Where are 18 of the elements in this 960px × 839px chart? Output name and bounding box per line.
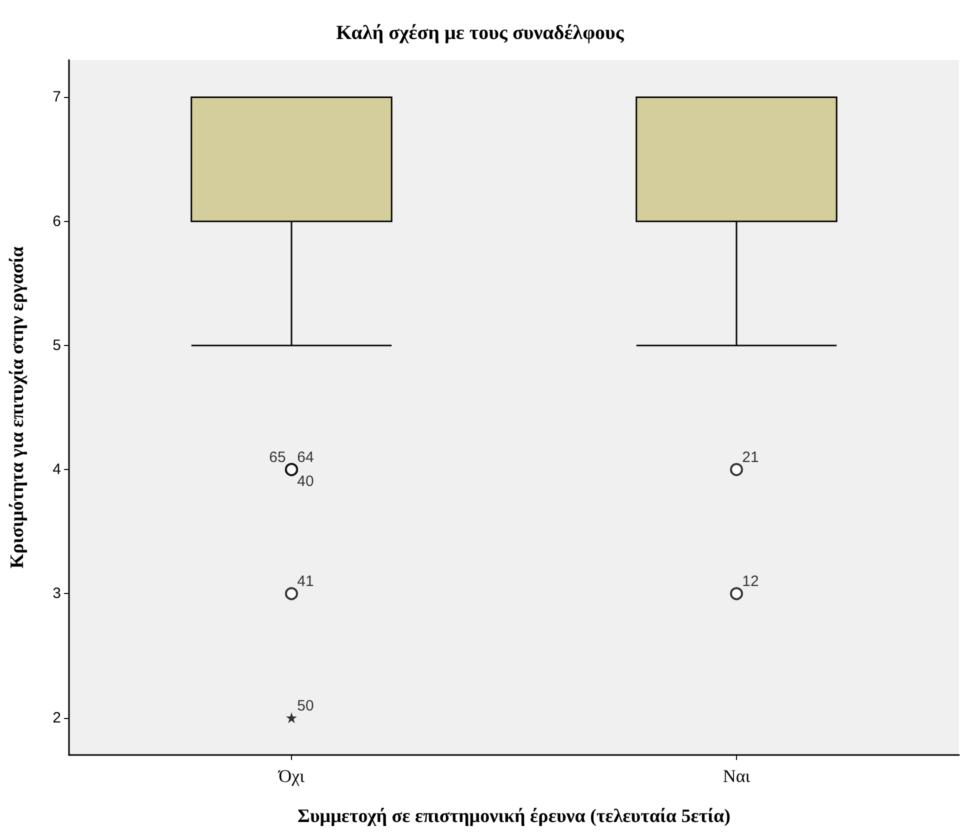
y-axis-title: Κρισιμότητα για επιτυχία στην εργασία — [7, 246, 28, 568]
y-tick-label: 6 — [52, 212, 61, 230]
annotation: 64 — [297, 449, 314, 466]
y-tick-label: 5 — [52, 336, 61, 354]
annotation: 50 — [297, 697, 314, 714]
y-tick-label: 3 — [52, 585, 61, 602]
annotation: 41 — [297, 573, 314, 590]
x-axis-title: Συμμετοχή σε επιστημονική έρευνα (τελευταία 5ετία) — [298, 806, 730, 827]
chart-title: Καλή σχέση με τους συναδέλφους — [336, 22, 624, 44]
annotation: 21 — [742, 449, 759, 466]
x-tick-label: Όχι — [278, 766, 305, 786]
y-tick-label: 4 — [52, 461, 61, 478]
y-tick-label: 7 — [52, 88, 61, 106]
x-tick-label: Ναι — [722, 766, 750, 786]
annotation: 40 — [297, 473, 314, 490]
annotation: 65 — [269, 449, 286, 466]
annotation: 12 — [742, 573, 759, 590]
y-tick-label: 2 — [52, 709, 61, 726]
